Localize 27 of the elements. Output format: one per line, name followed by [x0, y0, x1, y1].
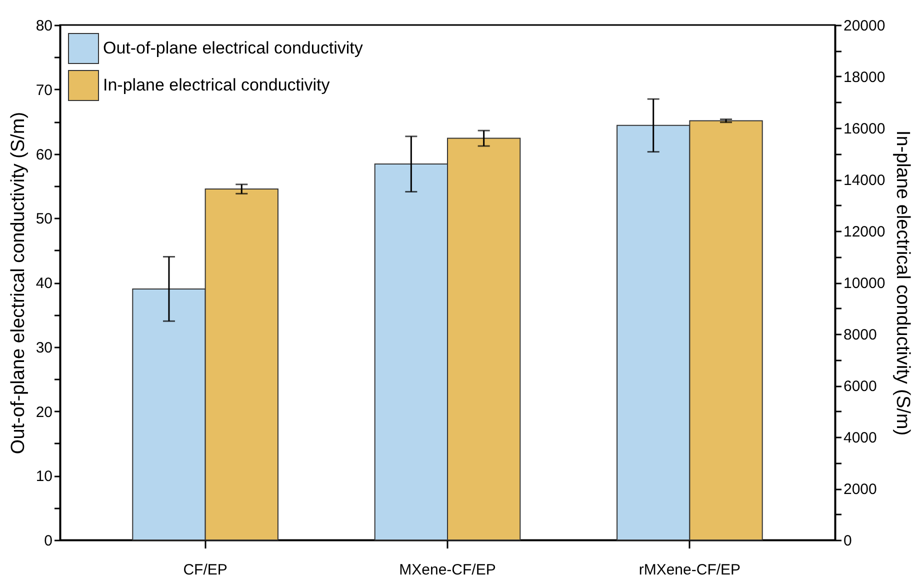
- legend-label: In-plane electrical conductivity: [103, 76, 330, 94]
- y2-tick-label: 20000: [844, 18, 886, 34]
- y-tick-label: 70: [36, 82, 52, 99]
- y-axis-title: Out-of-plane electrical conductivity (S/m): [8, 112, 29, 454]
- x-tick-label: CF/EP: [183, 562, 228, 578]
- y2-tick-label: 8000: [844, 326, 877, 344]
- y-tick-label: 30: [36, 339, 52, 356]
- y-tick-label: 50: [36, 210, 52, 228]
- y2-axis-title: In-plane electrical conductivity (S/m): [892, 130, 914, 436]
- y-tick-label: 20: [36, 404, 52, 421]
- y-tick-label: 0: [44, 532, 52, 550]
- y-tick-label: 60: [36, 146, 52, 164]
- y-tick-label: 10: [36, 468, 52, 486]
- y2-tick-label: 14000: [844, 172, 886, 189]
- y2-tick-label: 10000: [844, 275, 886, 292]
- x-tick-label: rMXene-CF/EP: [638, 562, 741, 578]
- y-tick-label: 40: [36, 275, 52, 292]
- y2-tick-label: 6000: [844, 378, 877, 395]
- legend-label: Out-of-plane electrical conductivity: [103, 38, 364, 58]
- y2-tick-label: 16000: [844, 120, 886, 138]
- y2-tick-label: 4000: [844, 430, 877, 446]
- y2-tick-label: 2000: [844, 481, 877, 498]
- y2-tick-label: 0: [844, 532, 852, 550]
- y2-tick-label: 18000: [844, 69, 886, 86]
- y-tick-label: 80: [36, 18, 52, 34]
- x-tick-label: MXene-CF/EP: [399, 562, 496, 578]
- y2-tick-label: 12000: [844, 224, 886, 240]
